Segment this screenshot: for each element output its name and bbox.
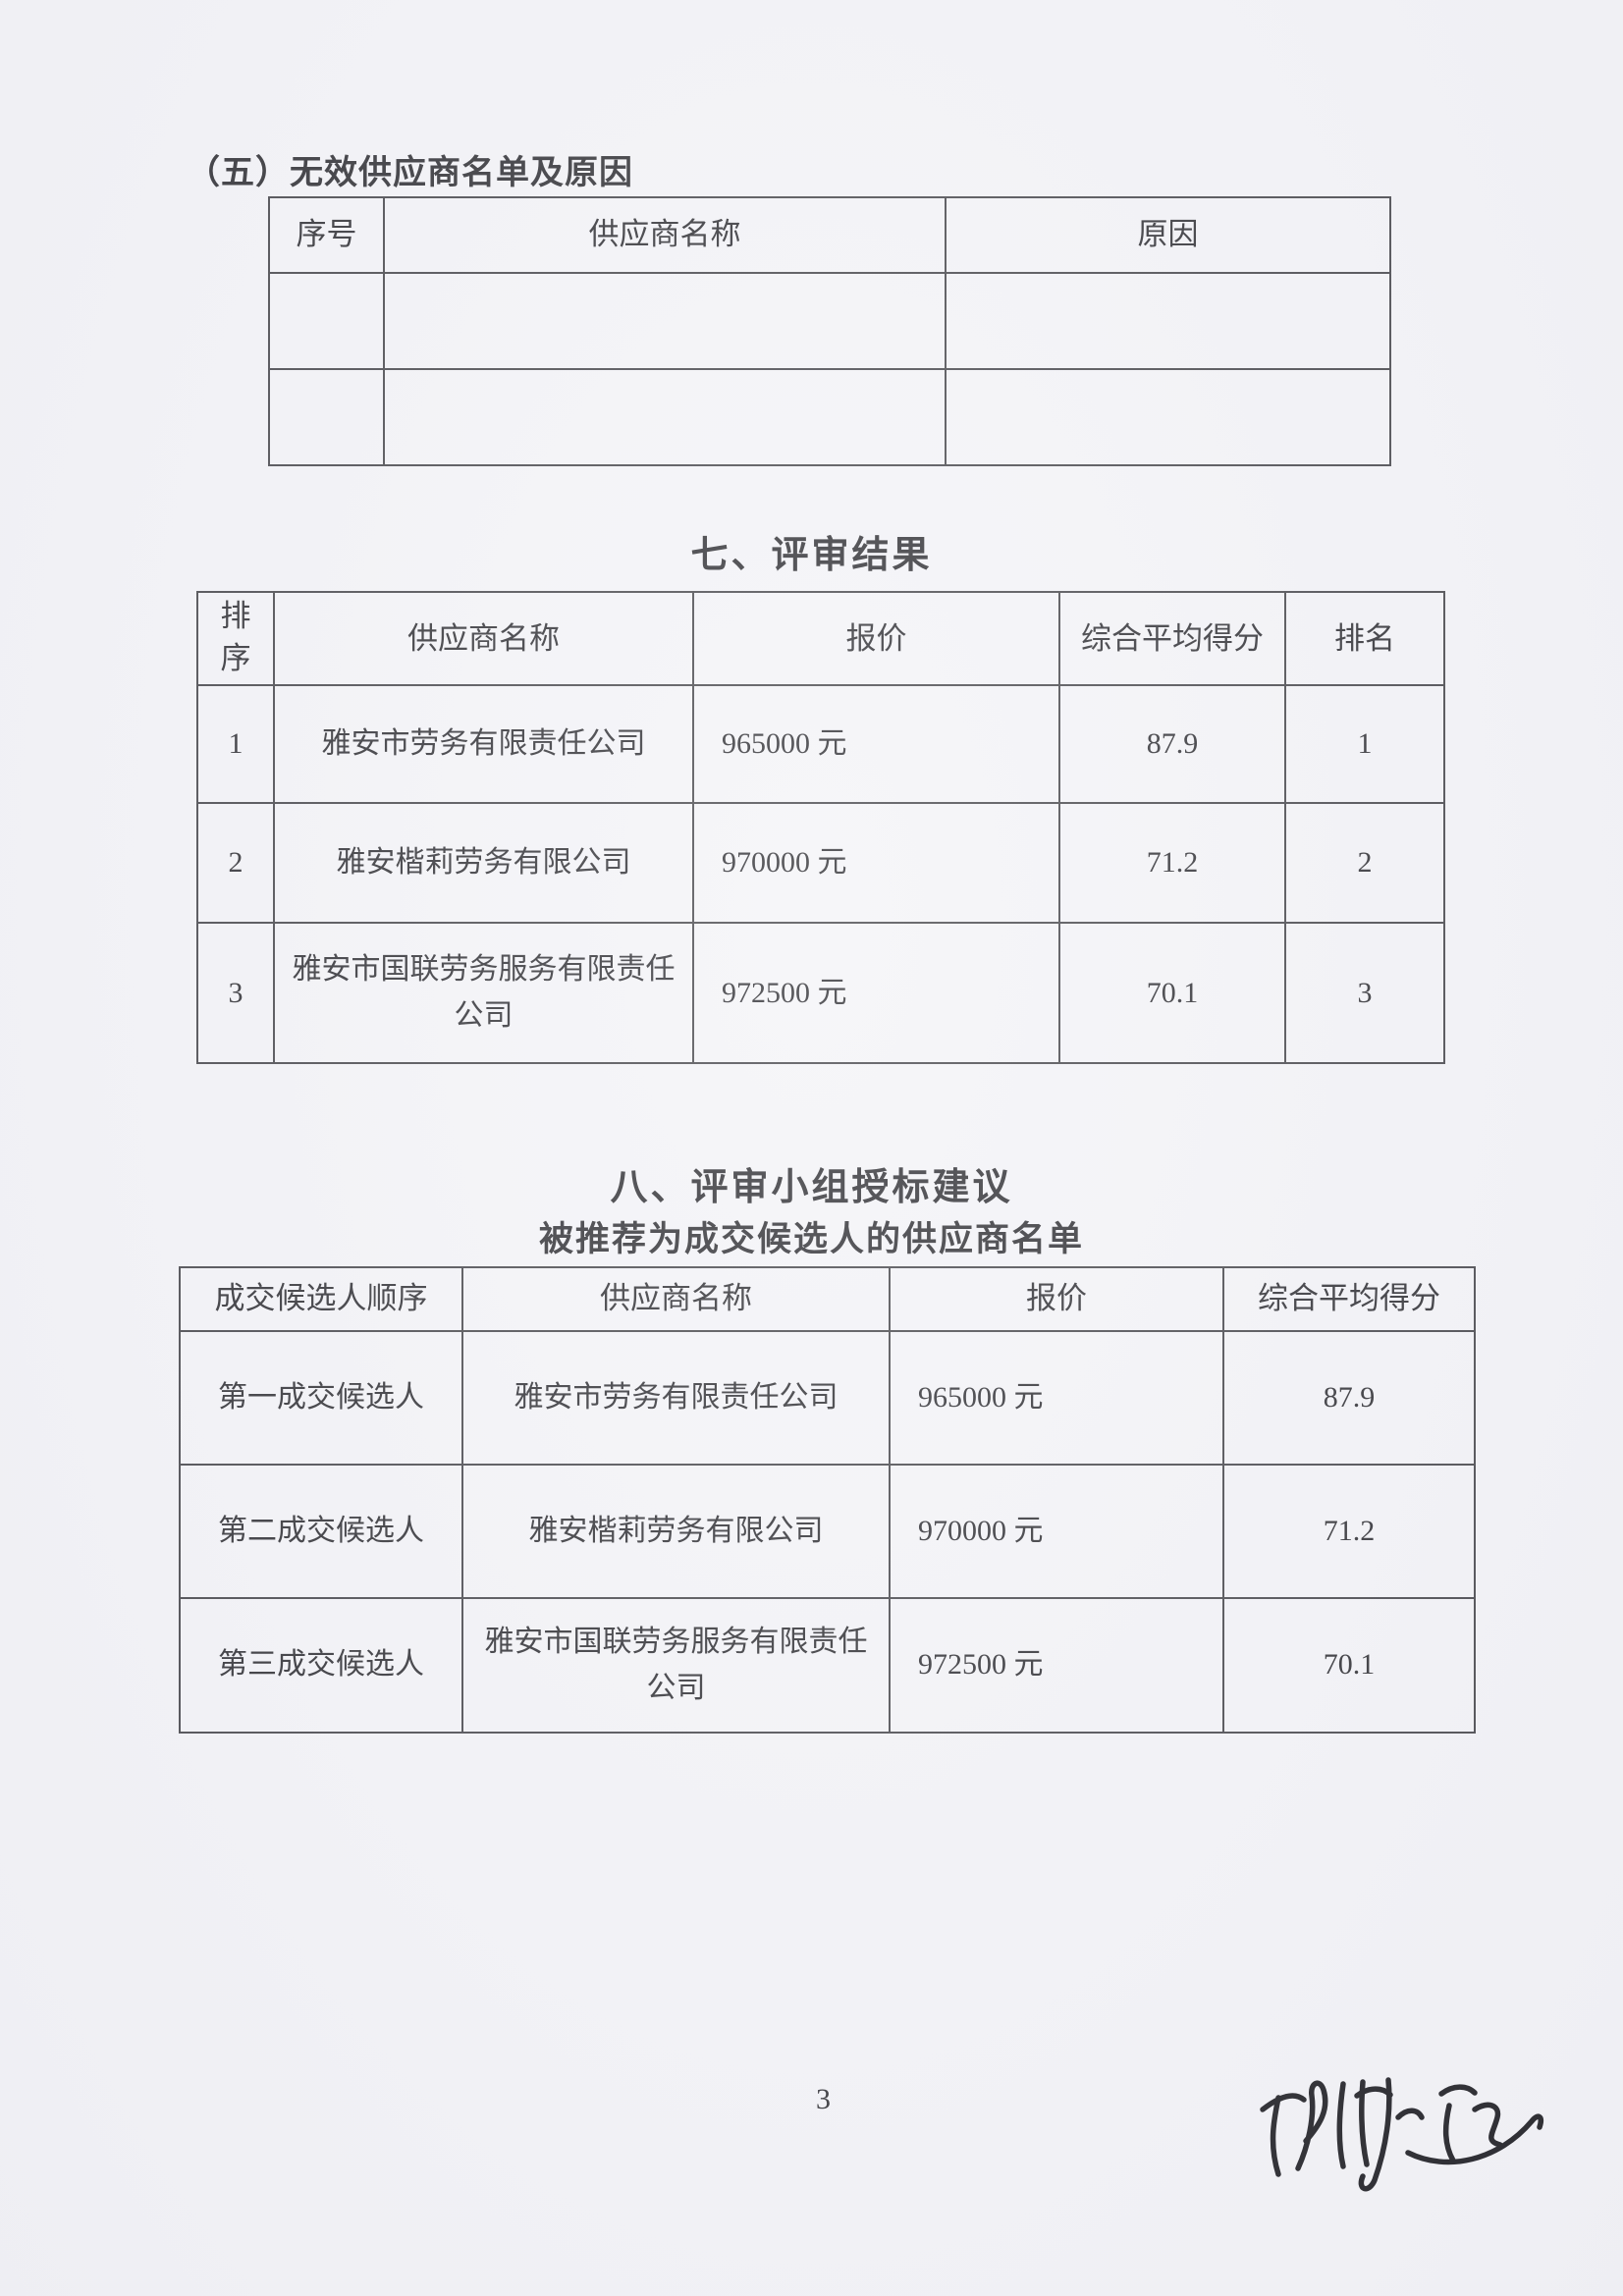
- table-cell: [383, 272, 947, 370]
- column-header: 报价: [692, 590, 1060, 687]
- table-header-row: 排序 供应商名称 报价 综合平均得分 排名: [196, 590, 1445, 687]
- supplier-name-cell: 雅安楷莉劳务有限公司: [273, 802, 694, 925]
- price-cell: 970000 元: [692, 802, 1060, 925]
- column-header-label: 排序: [220, 599, 251, 676]
- rank-cell: 2: [1284, 802, 1445, 925]
- supplier-name-cell: 雅安市国联劳务服务有限责任公司: [461, 1597, 891, 1734]
- table-cell: [268, 368, 385, 466]
- column-header: 序号: [268, 196, 385, 274]
- evaluation-results-table: 排序 供应商名称 报价 综合平均得分 排名 1 雅安市劳务有限责任公司 9650…: [196, 590, 1445, 1065]
- handwritten-signature: [1249, 2056, 1553, 2204]
- table-cell: [383, 368, 947, 466]
- score-cell: 70.1: [1058, 922, 1286, 1065]
- table-header-row: 序号 供应商名称 原因: [268, 196, 1391, 274]
- supplier-name-cell: 雅安市劳务有限责任公司: [461, 1330, 891, 1466]
- candidate-order-cell: 第一成交候选人: [179, 1330, 463, 1466]
- section8-title: 八、评审小组授标建议: [610, 1167, 1013, 1208]
- rank-cell: 3: [1284, 922, 1445, 1065]
- column-header: 供应商名称: [273, 590, 694, 687]
- section5-title: （五）无效供应商名单及原因: [187, 155, 633, 191]
- table-row: [268, 368, 1391, 466]
- table-cell: [945, 272, 1391, 370]
- score-cell: 71.2: [1222, 1464, 1476, 1599]
- price-cell: 970000 元: [889, 1464, 1224, 1599]
- price-cell: 965000 元: [889, 1330, 1224, 1466]
- column-header: 排名: [1284, 590, 1445, 687]
- table-row: 第一成交候选人 雅安市劳务有限责任公司 965000 元 87.9: [179, 1330, 1476, 1466]
- table-cell: [945, 368, 1391, 466]
- column-header: 综合平均得分: [1222, 1266, 1476, 1332]
- table-row: 2 雅安楷莉劳务有限公司 970000 元 71.2 2: [196, 802, 1445, 925]
- score-cell: 87.9: [1058, 684, 1286, 805]
- rank-order-cell: 1: [196, 684, 275, 805]
- supplier-name-cell: 雅安市国联劳务服务有限责任公司: [273, 922, 694, 1065]
- supplier-name-cell: 雅安市劳务有限责任公司: [273, 684, 694, 805]
- rank-order-cell: 2: [196, 802, 275, 925]
- column-header: 报价: [889, 1266, 1224, 1332]
- section7-title: 七、评审结果: [690, 535, 933, 576]
- table-row: 第三成交候选人 雅安市国联劳务服务有限责任公司 972500 元 70.1: [179, 1597, 1476, 1734]
- score-cell: 87.9: [1222, 1330, 1476, 1466]
- invalid-suppliers-table: 序号 供应商名称 原因: [268, 196, 1391, 466]
- rank-order-cell: 3: [196, 922, 275, 1065]
- price-cell: 972500 元: [889, 1597, 1224, 1734]
- table-row: 1 雅安市劳务有限责任公司 965000 元 87.9 1: [196, 684, 1445, 805]
- price-cell: 972500 元: [692, 922, 1060, 1065]
- column-header: 综合平均得分: [1058, 590, 1286, 687]
- candidate-order-cell: 第三成交候选人: [179, 1597, 463, 1734]
- candidate-order-cell: 第二成交候选人: [179, 1464, 463, 1599]
- column-header: 原因: [945, 196, 1391, 274]
- table-cell: [268, 272, 385, 370]
- candidates-table: 成交候选人顺序 供应商名称 报价 综合平均得分 第一成交候选人 雅安市劳务有限责…: [179, 1266, 1476, 1734]
- table-row: [268, 272, 1391, 370]
- score-cell: 71.2: [1058, 802, 1286, 925]
- column-header: 供应商名称: [383, 196, 947, 274]
- column-header: 供应商名称: [461, 1266, 891, 1332]
- section8-subtitle: 被推荐为成交候选人的供应商名单: [538, 1220, 1084, 1258]
- table-header-row: 成交候选人顺序 供应商名称 报价 综合平均得分: [179, 1266, 1476, 1332]
- price-cell: 965000 元: [692, 684, 1060, 805]
- column-header: 成交候选人顺序: [179, 1266, 463, 1332]
- score-cell: 70.1: [1222, 1597, 1476, 1734]
- table-row: 第二成交候选人 雅安楷莉劳务有限公司 970000 元 71.2: [179, 1464, 1476, 1599]
- table-row: 3 雅安市国联劳务服务有限责任公司 972500 元 70.1 3: [196, 922, 1445, 1065]
- rank-cell: 1: [1284, 684, 1445, 805]
- page-number: 3: [816, 2083, 831, 2115]
- column-header: 排序: [196, 590, 275, 687]
- supplier-name-cell: 雅安楷莉劳务有限公司: [461, 1464, 891, 1599]
